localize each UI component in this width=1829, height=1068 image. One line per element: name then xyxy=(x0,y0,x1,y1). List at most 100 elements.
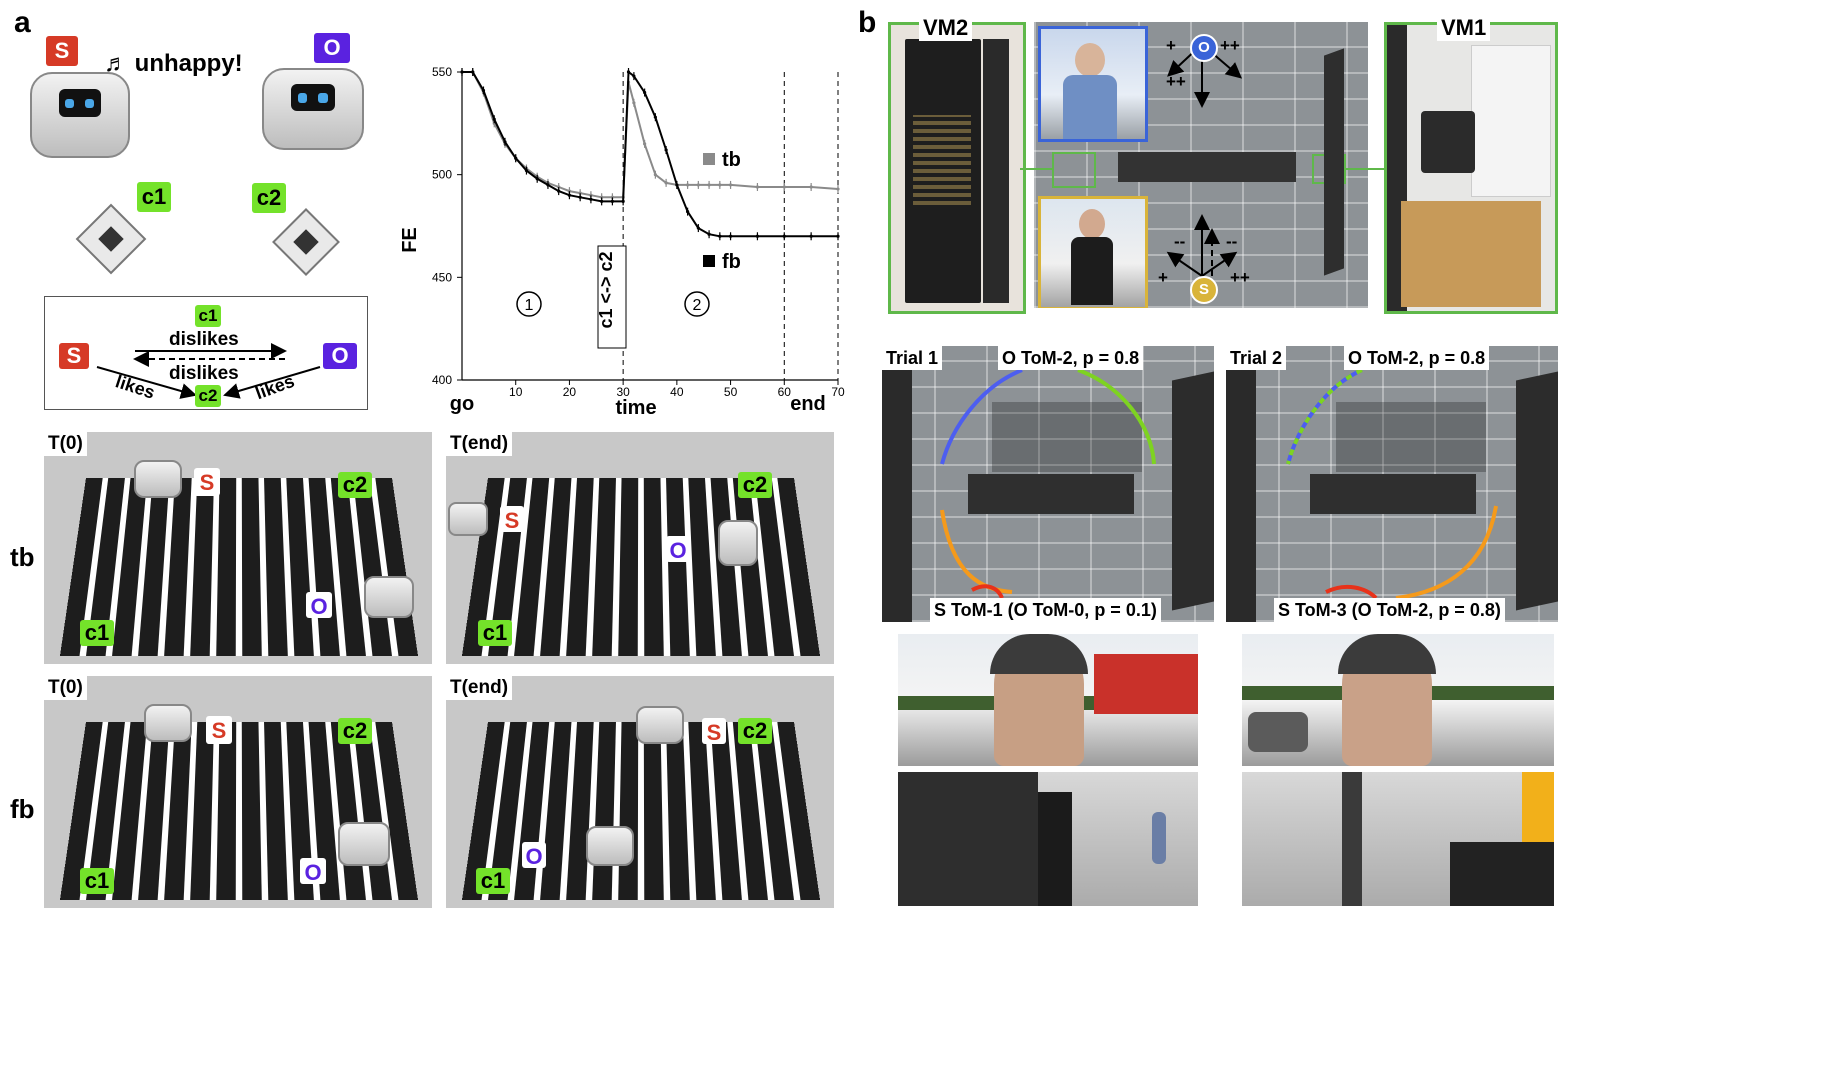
s-path-orange xyxy=(1396,506,1496,598)
chart-point-tb xyxy=(836,187,839,190)
agent-s-tag: S xyxy=(46,36,78,66)
chart-point-fb xyxy=(482,89,485,92)
chart-series-line-tb xyxy=(462,72,838,197)
photo-s-tag: S xyxy=(194,468,220,496)
o-plusplus-right-label: ++ xyxy=(1220,36,1240,56)
chart-point-fb xyxy=(460,70,463,73)
robot-s-image xyxy=(144,704,192,742)
dislikes-top-label: dislikes xyxy=(169,329,239,351)
chart-point-tb xyxy=(686,183,689,186)
s-minus-right-label: -- xyxy=(1226,232,1237,252)
chart-point-fb xyxy=(697,226,700,229)
chart-point-tb xyxy=(810,185,813,188)
trial1-s-title: S ToM-1 (O ToM-0, p = 0.1) xyxy=(930,598,1161,622)
photo-o-tag: O xyxy=(306,592,332,618)
cube-c1-image xyxy=(76,204,147,275)
photo-c1-tag: c1 xyxy=(80,620,114,646)
o-path-green xyxy=(1078,370,1154,464)
photo-c2-tag: c2 xyxy=(338,718,372,744)
chart-point-fb xyxy=(707,233,710,236)
s-plusplus-label: ++ xyxy=(1230,268,1250,288)
vm1-connector xyxy=(1344,168,1384,170)
photo-s-tag: S xyxy=(702,718,726,744)
chart-point-tb xyxy=(632,101,635,104)
chart-point-fb xyxy=(493,118,496,121)
trial2-s-title: S ToM-3 (O ToM-2, p = 0.8) xyxy=(1274,598,1505,622)
panel-letter-b: b xyxy=(858,6,876,40)
trial2-label: Trial 2 xyxy=(1226,346,1286,370)
chart-point-fb xyxy=(514,157,517,160)
diagram-c1-tag: c1 xyxy=(195,305,221,327)
chart-point-fb xyxy=(686,210,689,213)
photo-fb-tend: T(end) S c2 O c1 xyxy=(446,676,834,908)
chart-y-tick-label: 550 xyxy=(432,65,452,79)
photo-s-tag: S xyxy=(500,506,524,532)
chart-point-fb xyxy=(643,91,646,94)
phase2-label: 2 xyxy=(693,297,702,314)
chart-point-fb xyxy=(546,183,549,186)
unhappy-text: ♬ unhappy! xyxy=(104,50,243,78)
vm2-image: VM2 xyxy=(888,22,1026,314)
chart-go-label: go xyxy=(450,393,474,415)
chart-point-fb xyxy=(627,70,630,73)
s-marker: S xyxy=(1190,276,1218,304)
o-plus-label: + xyxy=(1166,36,1176,56)
chart-point-fb xyxy=(589,198,592,201)
s-path-orange xyxy=(942,510,1012,592)
vm1-label: VM1 xyxy=(1437,15,1490,41)
chart-y-tick-label: 500 xyxy=(432,168,452,182)
diagram-c2-tag: c2 xyxy=(195,385,221,407)
photo-tb-t0-label: T(0) xyxy=(44,432,87,456)
robot-s-image xyxy=(30,72,130,158)
chart-point-fb xyxy=(611,200,614,203)
trial2-o-title: O ToM-2, p = 0.8 xyxy=(1344,346,1489,370)
robot-o-image xyxy=(586,826,634,866)
photo-tb-tend: T(end) S c2 O c1 xyxy=(446,432,834,664)
chart-point-fb xyxy=(622,200,625,203)
chart-point-tb xyxy=(707,183,710,186)
photo-o-tag: O xyxy=(300,858,326,884)
chart-point-tb xyxy=(783,185,786,188)
diagram-s-tag: S xyxy=(59,343,89,369)
chart-point-fb xyxy=(756,235,759,238)
chart-point-fb xyxy=(836,235,839,238)
chart-point-fb xyxy=(783,235,786,238)
chart-y-tick-label: 400 xyxy=(432,373,452,387)
cube-c1-tag: c1 xyxy=(137,182,171,212)
free-energy-chart: 400 450 500 550 10 20 30 40 50 60 70 FE time go en… xyxy=(400,50,850,420)
chart-point-fb xyxy=(600,200,603,203)
trial2-face-view xyxy=(1242,634,1554,766)
legend-tb-swatch xyxy=(703,153,715,165)
legend-tb-label: tb xyxy=(722,149,741,171)
trial1-label: Trial 1 xyxy=(882,346,942,370)
row-label-tb: tb xyxy=(10,542,35,573)
legend-fb-label: fb xyxy=(722,251,741,273)
agent-o-tag: O xyxy=(314,33,350,63)
s-plus-label: + xyxy=(1158,268,1168,288)
chart-point-fb xyxy=(579,196,582,199)
o-path-blue xyxy=(1288,370,1362,464)
chart-end-label: end xyxy=(790,393,826,415)
chart-point-tb xyxy=(654,173,657,176)
chart-point-fb xyxy=(471,70,474,73)
o-marker: O xyxy=(1190,34,1218,62)
chart-point-fb xyxy=(665,148,668,151)
photo-fb-tend-label: T(end) xyxy=(446,676,512,700)
chart-point-tb xyxy=(729,183,732,186)
chart-x-tick-label: 70 xyxy=(831,385,845,399)
cube-c2-tag: c2 xyxy=(252,183,286,213)
overhead-scene: O S + ++ ++ -- -- + ++ xyxy=(1034,22,1368,308)
trial1-scene: Trial 1 O ToM-2, p = 0.8 S ToM-1 (O ToM-… xyxy=(882,346,1214,622)
chart-series-line-fb xyxy=(462,72,838,236)
chart-point-tb xyxy=(643,142,646,145)
chart-point-fb xyxy=(729,235,732,238)
robot-s-image xyxy=(636,706,684,744)
chart-y-tick-label: 450 xyxy=(432,270,452,284)
chart-point-tb xyxy=(697,183,700,186)
chart-x-tick-label: 60 xyxy=(778,385,792,399)
chart-point-fb xyxy=(810,235,813,238)
chart-point-tb xyxy=(665,181,668,184)
photo-tb-t0: T(0) S c2 O c1 xyxy=(44,432,432,664)
photo-c1-tag: c1 xyxy=(478,620,512,646)
photo-fb-t0-label: T(0) xyxy=(44,676,87,700)
